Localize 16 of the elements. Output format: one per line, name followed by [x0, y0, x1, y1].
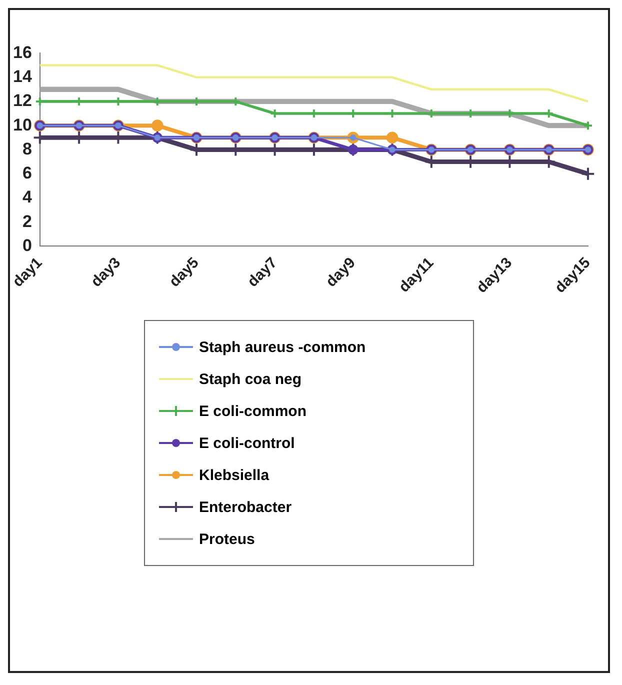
y-tick-label: 6: [22, 164, 32, 183]
y-tick-label: 0: [22, 236, 32, 255]
y-tick-label: 12: [12, 91, 32, 110]
y-tick-label: 10: [12, 115, 32, 134]
y-tick-label: 16: [12, 42, 32, 62]
y-tick-label: 2: [22, 212, 32, 231]
legend-label: Staph aureus -common: [199, 338, 366, 356]
legend-label: E coli-control: [199, 434, 295, 452]
legend-label: Klebsiella: [199, 466, 270, 484]
y-tick-label: 14: [12, 67, 32, 86]
legend-label: Proteus: [199, 530, 255, 548]
legend-label: Enterobacter: [199, 498, 292, 516]
y-tick-label: 4: [22, 188, 32, 207]
legend-label: Staph coa neg: [199, 370, 302, 388]
y-tick-label: 8: [22, 139, 32, 158]
legend-label: E coli-common: [199, 402, 307, 420]
